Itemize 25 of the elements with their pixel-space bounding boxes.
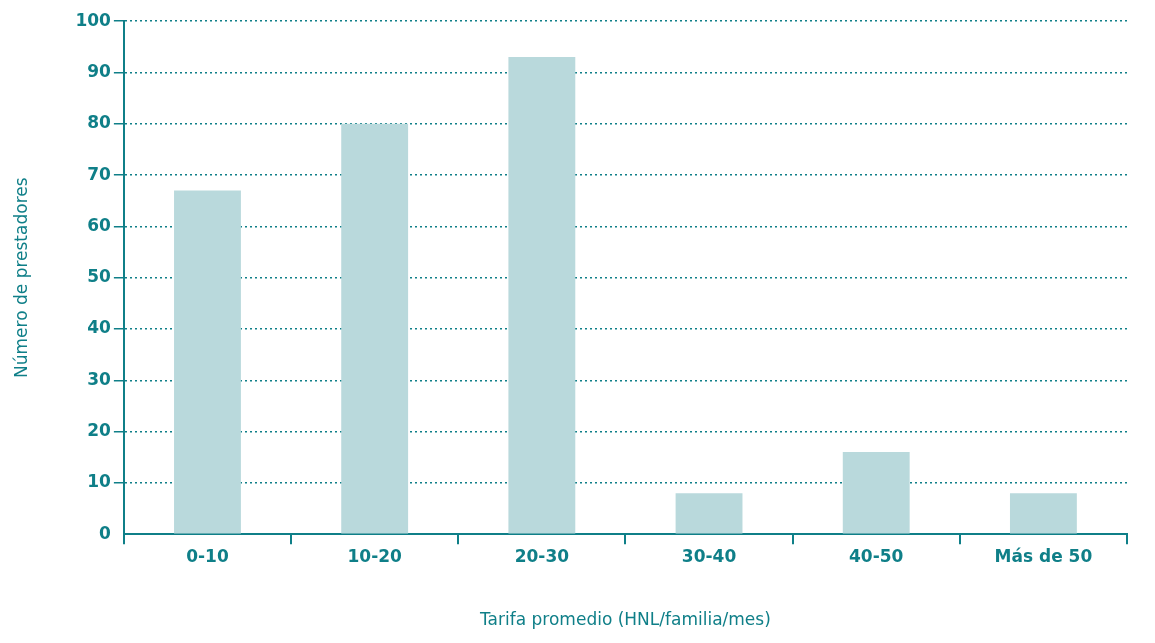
y-tick-label: 60 (87, 214, 112, 235)
y-tick-label: 90 (87, 60, 112, 81)
bar (341, 123, 409, 534)
x-tick-label: Más de 50 (994, 545, 1093, 566)
x-tick-label: 40-50 (849, 545, 904, 566)
y-tick-label: 70 (87, 163, 112, 184)
y-tick-label: 10 (87, 471, 112, 492)
bar (1009, 493, 1077, 534)
bar (174, 190, 241, 534)
x-tick-label: 20-30 (514, 545, 570, 566)
x-tick-label: 30-40 (681, 545, 737, 566)
x-tick-label: 0-10 (186, 545, 229, 566)
y-axis-title: Número de prestadores (10, 177, 31, 378)
y-tick-label: 40 (87, 317, 112, 338)
y-tick-label: 20 (87, 420, 112, 441)
y-tick-label: 50 (87, 266, 112, 287)
bar (675, 493, 743, 534)
bar (508, 57, 576, 534)
y-tick-label: 100 (75, 9, 112, 30)
y-tick-label: 30 (87, 368, 112, 389)
x-axis-title: Tarifa promedio (HNL/familia/mes) (479, 609, 771, 630)
y-tick-label: 80 (87, 112, 112, 133)
x-tick-label: 10-20 (347, 545, 403, 566)
bar (842, 452, 910, 534)
y-tick-label: 0 (99, 522, 112, 543)
